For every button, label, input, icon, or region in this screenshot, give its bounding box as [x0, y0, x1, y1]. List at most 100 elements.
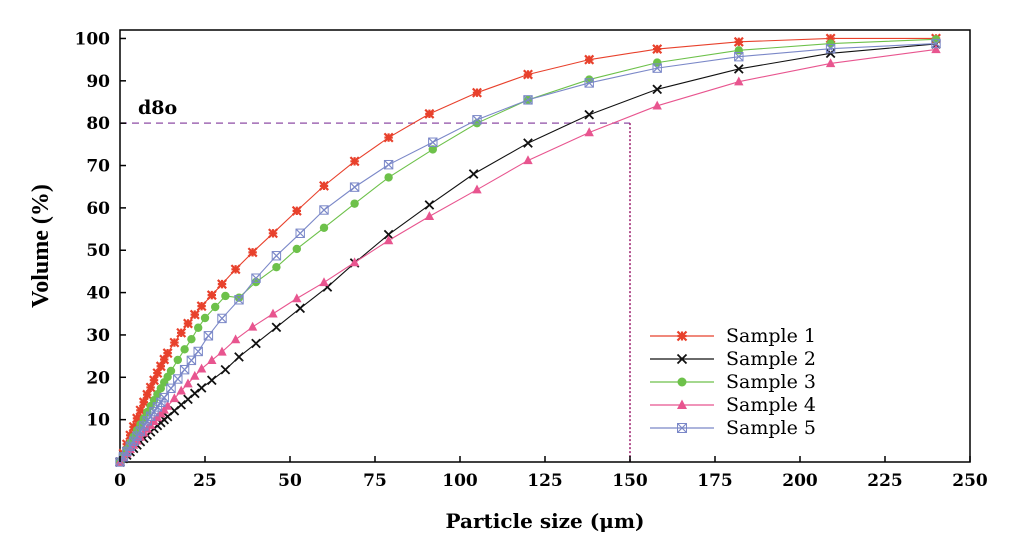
legend-item: Sample 2	[650, 348, 816, 370]
data-point	[155, 361, 166, 372]
data-point	[217, 313, 227, 324]
data-point	[189, 388, 200, 399]
data-point	[652, 63, 662, 73]
legend-label: Sample 3	[726, 371, 816, 393]
series-layer	[115, 33, 941, 467]
data-point	[652, 84, 663, 95]
data-point	[733, 36, 744, 47]
x-tick-label: 50	[278, 471, 302, 491]
data-point	[826, 39, 835, 48]
data-point	[132, 431, 142, 441]
data-point	[584, 78, 594, 88]
data-point	[196, 301, 207, 312]
data-point	[135, 405, 146, 416]
data-point	[162, 400, 173, 410]
data-point	[138, 397, 149, 408]
data-point	[319, 180, 329, 191]
data-point	[193, 346, 203, 357]
data-point	[159, 392, 169, 403]
data-point	[128, 421, 139, 432]
data-point	[825, 33, 836, 44]
data-point	[653, 58, 662, 67]
y-tick-label: 80	[86, 114, 110, 134]
data-point	[383, 229, 394, 240]
data-point	[230, 334, 241, 344]
data-point	[176, 385, 186, 395]
data-point	[349, 182, 360, 192]
data-point	[271, 251, 282, 261]
data-point	[350, 199, 359, 208]
legend-label: Sample 1	[726, 325, 816, 347]
x-tick-label: 25	[193, 471, 217, 491]
data-point	[196, 363, 207, 373]
y-axis: 10 20 30 40 50 60 70 80 90 100	[75, 29, 126, 431]
data-point	[291, 205, 302, 216]
legend-label: Sample 4	[726, 394, 816, 416]
data-point	[183, 378, 193, 388]
data-point	[424, 211, 435, 221]
data-point	[179, 364, 190, 375]
series-4	[115, 44, 941, 466]
y-tick-label: 100	[75, 29, 111, 49]
data-point	[931, 38, 941, 49]
data-point	[152, 368, 163, 379]
data-point	[734, 76, 744, 86]
legend-item: Sample 3	[650, 371, 816, 393]
x-axis: 0 25 50 75 100 125 150 175 200 225 250	[114, 456, 988, 491]
d80-reference-lines	[120, 122, 631, 462]
y-tick-label: 90	[86, 72, 110, 92]
data-point	[159, 354, 170, 365]
data-point	[139, 421, 149, 431]
data-point	[173, 374, 183, 384]
d80-annotation: d8o	[138, 97, 177, 119]
data-point	[251, 273, 261, 283]
data-point	[189, 309, 200, 320]
data-point	[217, 279, 227, 290]
data-point	[180, 345, 189, 354]
data-point	[676, 330, 688, 342]
y-tick-label: 20	[86, 368, 110, 388]
data-point	[424, 200, 435, 210]
data-point	[733, 64, 744, 74]
data-point	[349, 156, 360, 167]
x-tick-label: 125	[527, 471, 563, 491]
data-point	[931, 44, 941, 54]
legend-label: Sample 2	[726, 348, 816, 370]
data-point	[206, 375, 217, 386]
data-point	[584, 109, 595, 120]
data-point	[194, 323, 203, 332]
data-point	[125, 441, 135, 452]
data-point	[247, 247, 258, 258]
data-point	[206, 290, 217, 301]
data-point	[584, 127, 594, 137]
data-point	[166, 383, 176, 394]
data-point	[292, 244, 301, 254]
data-point	[652, 100, 662, 110]
legend-label: Sample 5	[726, 417, 816, 439]
data-point	[162, 348, 173, 359]
data-point	[428, 137, 438, 147]
data-point	[523, 95, 533, 105]
data-point	[272, 262, 281, 272]
data-point	[523, 138, 533, 148]
y-tick-label: 10	[86, 411, 110, 431]
data-point	[295, 303, 306, 314]
data-point	[268, 228, 278, 239]
x-tick-label: 75	[363, 471, 387, 491]
data-point	[428, 145, 437, 154]
data-point	[652, 44, 663, 55]
data-point	[132, 413, 142, 424]
data-point	[523, 155, 533, 165]
data-point	[825, 58, 836, 68]
data-point	[268, 308, 278, 318]
data-point	[183, 318, 193, 329]
data-point	[176, 327, 187, 338]
data-point	[271, 322, 282, 333]
data-point	[149, 375, 159, 386]
y-tick-label: 30	[86, 326, 110, 346]
y-tick-label: 40	[86, 284, 110, 304]
data-point	[383, 159, 394, 170]
x-tick-label: 150	[612, 471, 648, 491]
